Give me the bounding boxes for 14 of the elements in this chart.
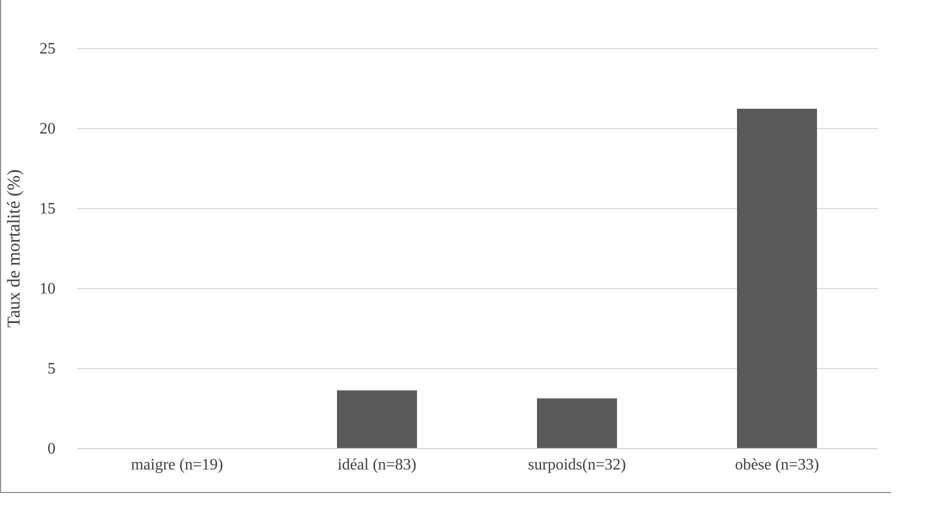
bar (537, 398, 617, 448)
x-tick-label: maigre (n=19) (130, 456, 224, 474)
bar (337, 390, 417, 448)
bar (737, 108, 817, 448)
y-tick-label: 20 (40, 120, 56, 138)
x-tick-label: surpoids(n=32) (528, 456, 626, 474)
x-tick-label: idéal (n=83) (338, 456, 416, 474)
y-tick-label: 15 (40, 200, 56, 218)
x-tick-label: obèse (n=33) (734, 456, 820, 474)
y-axis-title: Taux de mortalité (%) (4, 169, 24, 328)
y-tick-label: 10 (40, 280, 56, 298)
y-tick-label: 0 (48, 440, 56, 458)
y-tick-label: 5 (48, 360, 56, 378)
y-tick-label: 25 (40, 40, 56, 58)
